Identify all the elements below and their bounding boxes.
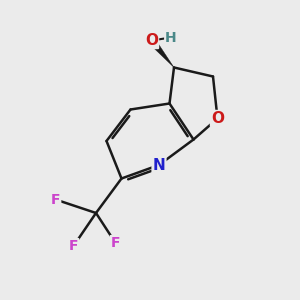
Text: H: H [165,31,177,44]
Text: F: F [51,193,60,206]
Text: O: O [145,33,158,48]
Text: N: N [153,158,165,172]
Text: F: F [111,236,120,250]
Polygon shape [148,38,174,68]
Text: O: O [211,111,224,126]
Text: F: F [69,239,78,253]
